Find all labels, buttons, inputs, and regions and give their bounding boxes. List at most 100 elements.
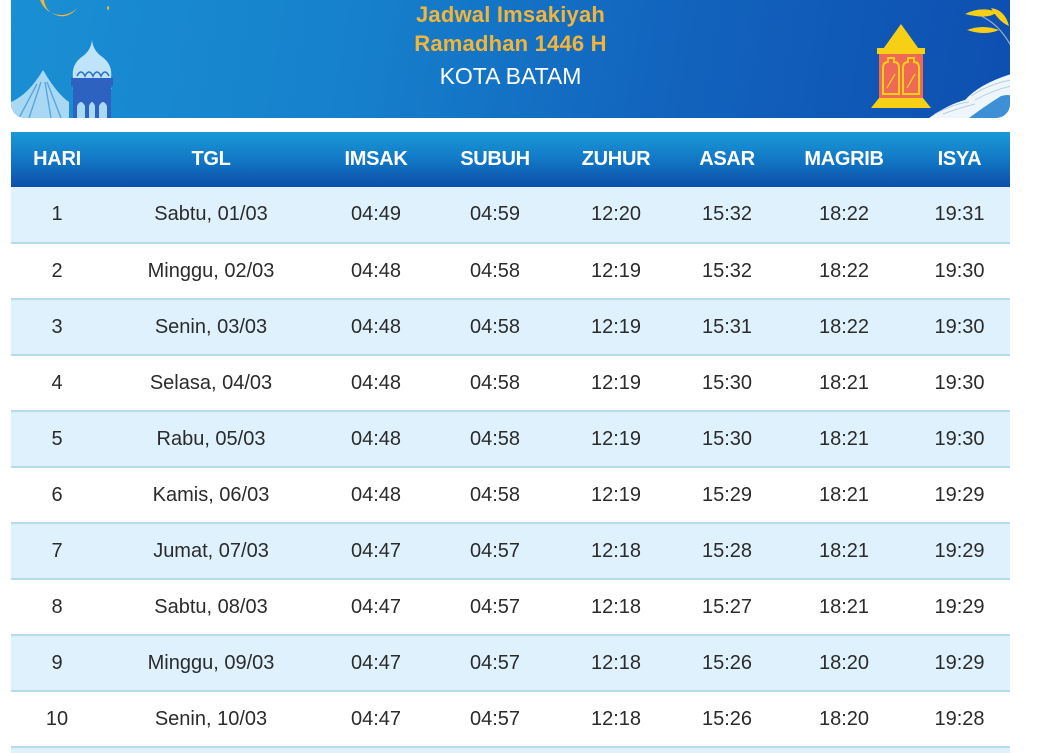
cell-magrib: 18:20: [818, 707, 870, 730]
cell-imsak: 04:47: [350, 595, 402, 618]
cell-asar: 15:30: [701, 427, 753, 450]
cell-asar: 15:29: [701, 483, 753, 506]
cell-hari: 3: [51, 315, 63, 338]
table-row: 6 Kamis, 06/03 04:48 04:58 12:19 15:29 18:21 19…: [11, 467, 1010, 523]
col-header-asar: ASAR: [699, 148, 755, 170]
col-header-hari: HARI: [33, 148, 81, 170]
cell-asar: 15:26: [701, 707, 753, 730]
cell-imsak: 04:48: [350, 427, 402, 450]
cell-hari: 10: [45, 707, 69, 730]
table-row: 10 Senin, 10/03 04:47 04:57 12:18 15:26 18:20 1…: [11, 691, 1010, 747]
table-row: [11, 747, 1010, 753]
cell-isya: 19:28: [934, 707, 985, 730]
cell-magrib: 18:21: [818, 371, 870, 394]
cell-magrib: 18:20: [818, 651, 870, 674]
cell-asar: 15:30: [701, 371, 753, 394]
col-header-magrib: MAGRIB: [804, 148, 884, 170]
cell-subuh: 04:58: [469, 371, 521, 394]
schedule-title: Jadwal Imsakiyah: [415, 2, 606, 27]
cell-imsak: [319, 747, 433, 753]
cell-subuh: 04:57: [469, 595, 521, 618]
cell-isya: 19:29: [934, 595, 985, 618]
table-row: 5 Rabu, 05/03 04:48 04:58 12:19 15:30 18:21 19:…: [11, 411, 1010, 467]
ramadhan-year: Ramadhan 1446 H: [414, 31, 607, 56]
city-name: KOTA BATAM: [439, 63, 582, 89]
cell-tgl: Minggu, 02/03: [147, 259, 275, 282]
table-row: 1 Sabtu, 01/03 04:49 04:59 12:20 15:32 18:22 19…: [11, 187, 1010, 243]
cell-imsak: 04:47: [350, 651, 402, 674]
cell-isya: 19:30: [934, 315, 985, 338]
cell-zuhur: 12:18: [590, 595, 642, 618]
cell-tgl: Kamis, 06/03: [152, 483, 270, 506]
cell-asar: 15:27: [701, 595, 753, 618]
imsakiyah-table: HARI TGL IMSAK SUBUH ZUHUR ASAR MAGRIB I…: [11, 132, 1010, 753]
cell-isya: 19:29: [934, 539, 985, 562]
cell-hari: 1: [51, 203, 63, 225]
col-header-isya: ISYA: [937, 148, 982, 170]
cell-tgl: Senin, 03/03: [154, 315, 268, 338]
cell-zuhur: 12:18: [590, 707, 642, 730]
lantern-icon: [871, 24, 931, 108]
cell-hari: 6: [51, 483, 63, 506]
cell-subuh: [433, 747, 557, 753]
cell-subuh: 04:57: [469, 539, 521, 562]
cell-magrib: 18:21: [818, 483, 870, 506]
cell-tgl: Sabtu, 01/03: [154, 203, 268, 225]
table-row: 3 Senin, 03/03 04:48 04:58 12:19 15:31 18:22 19…: [11, 299, 1010, 355]
cell-subuh: 04:58: [469, 315, 521, 338]
table-row: 9 Minggu, 09/03 04:47 04:57 12:18 15:26 18:20 1…: [11, 635, 1010, 691]
table-row: 7 Jumat, 07/03 04:47 04:57 12:18 15:28 18:21 19…: [11, 523, 1010, 579]
cell-subuh: 04:58: [469, 427, 521, 450]
cell-magrib: 18:22: [818, 315, 870, 338]
cell-asar: 15:26: [701, 651, 753, 674]
cell-hari: 4: [51, 371, 63, 394]
header-banner: Jadwal Imsakiyah Ramadhan 1446 H KOTA BA…: [11, 0, 1010, 118]
cell-asar: 15:28: [701, 539, 753, 562]
cell-subuh: 04:58: [469, 483, 521, 506]
col-header-tgl: TGL: [191, 148, 231, 170]
cell-imsak: 04:48: [350, 483, 402, 506]
cell-hari: 8: [51, 595, 63, 618]
cell-imsak: 04:49: [350, 203, 402, 225]
cell-asar: [675, 747, 779, 753]
cell-hari: 2: [51, 259, 63, 282]
table-header-row: HARI TGL IMSAK SUBUH ZUHUR ASAR MAGRIB I…: [11, 132, 1010, 187]
cell-magrib: 18:22: [818, 203, 870, 225]
cell-magrib: 18:22: [818, 259, 870, 282]
cell-asar: 15:31: [701, 315, 753, 338]
crescent-moon-icon: [40, 0, 109, 17]
cell-hari: 5: [51, 427, 63, 450]
table-row: 4 Selasa, 04/03 04:48 04:58 12:19 15:30 18:21 1…: [11, 355, 1010, 411]
cell-zuhur: 12:19: [590, 259, 642, 282]
cell-isya: 19:30: [934, 371, 985, 394]
cell-zuhur: 12:19: [590, 315, 642, 338]
col-header-imsak: IMSAK: [344, 148, 408, 170]
cell-imsak: 04:47: [350, 707, 402, 730]
wave-icon: [929, 74, 1010, 118]
cell-isya: 19:30: [934, 259, 985, 282]
cell-hari: 9: [51, 651, 63, 674]
cell-subuh: 04:59: [469, 203, 521, 225]
cell-magrib: [779, 747, 909, 753]
cell-tgl: Minggu, 09/03: [147, 651, 275, 674]
cell-isya: [909, 747, 1010, 753]
col-header-zuhur: ZUHUR: [581, 148, 651, 170]
cell-imsak: 04:48: [350, 259, 402, 282]
cell-subuh: 04:57: [469, 707, 521, 730]
cell-imsak: 04:47: [350, 539, 402, 562]
cell-subuh: 04:57: [469, 651, 521, 674]
cell-zuhur: [557, 747, 675, 753]
cell-asar: 15:32: [701, 203, 753, 225]
cell-zuhur: 12:18: [590, 539, 642, 562]
cell-isya: 19:29: [934, 651, 985, 674]
cell-hari: [11, 747, 103, 753]
table-row: 8 Sabtu, 08/03 04:47 04:57 12:18 15:27 18:21 19…: [11, 579, 1010, 635]
banner-heading: Jadwal Imsakiyah Ramadhan 1446 H KOTA BA…: [11, 0, 1010, 91]
cell-zuhur: 12:18: [590, 651, 642, 674]
cell-imsak: 04:48: [350, 315, 402, 338]
cell-isya: 19:31: [934, 203, 985, 225]
cell-tgl: Selasa, 04/03: [149, 371, 273, 394]
cell-zuhur: 12:19: [590, 371, 642, 394]
cell-imsak: 04:48: [350, 371, 402, 394]
cell-zuhur: 12:19: [590, 483, 642, 506]
